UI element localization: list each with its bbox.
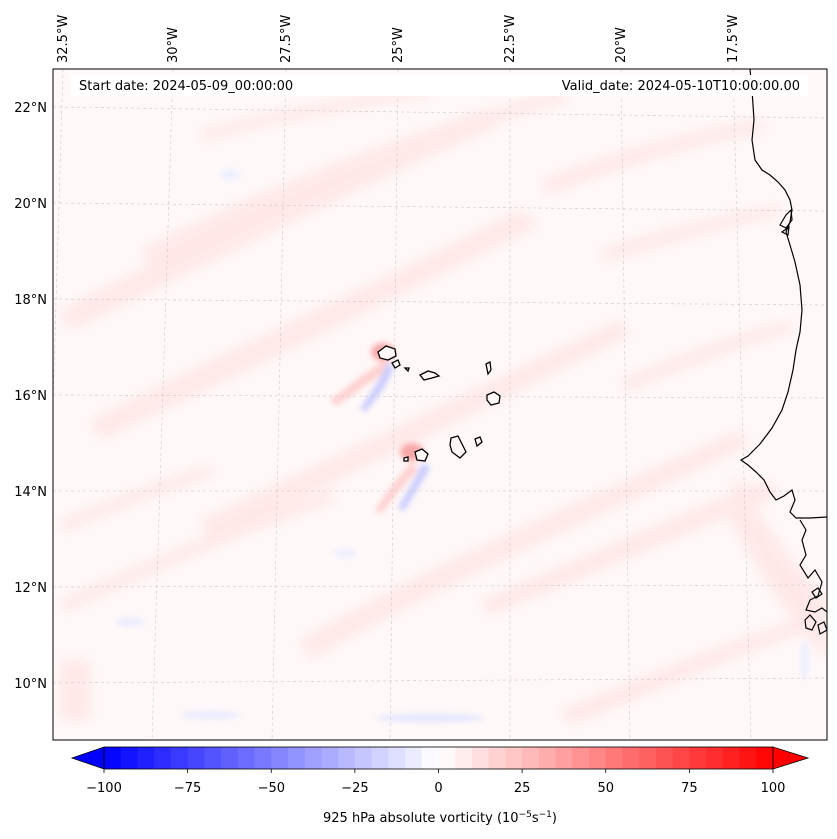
- cb-tick-label: 100: [761, 781, 786, 796]
- maio-island: [474, 436, 483, 448]
- sao-nicolau-island: [418, 370, 441, 381]
- colorbar-segment: [455, 747, 473, 769]
- valid-date-label: Valid_date: 2024-05-10T10:00:00.00: [562, 79, 800, 94]
- info-banner: [71, 75, 808, 96]
- colorbar-segment: [421, 747, 439, 769]
- map-frame: [52, 68, 828, 741]
- latitude-labels: 22°N 20°N 18°N 16°N 14°N 12°N 10°N: [14, 101, 47, 692]
- santa-luzia-island: [403, 367, 410, 373]
- colorbar-segment: [672, 747, 690, 769]
- lat-label-18n: 18°N: [14, 293, 47, 308]
- sal-island: [485, 361, 492, 376]
- colorbar-segment: [120, 747, 138, 769]
- cb-tick-label: 50: [598, 781, 615, 796]
- lon-label-32-5w: 32.5°W: [56, 15, 71, 63]
- colorbar-segment: [589, 747, 607, 769]
- lon-label-30w: 30°W: [166, 27, 181, 63]
- colorbar-segment: [689, 747, 707, 769]
- lon-label-20w: 20°W: [614, 27, 629, 63]
- colorbar-segment: [154, 747, 172, 769]
- colorbar-segment: [655, 747, 674, 769]
- colorbar-segment: [522, 747, 540, 769]
- colorbar-segment: [622, 747, 640, 769]
- lat-label-12n: 12°N: [14, 581, 47, 596]
- colorbar-segments: [104, 747, 774, 769]
- colorbar-segment: [756, 747, 774, 769]
- gridlines: [53, 69, 827, 740]
- colorbar-segment: [304, 747, 322, 769]
- colorbar-ticks: [103, 769, 774, 773]
- colorbar-segment: [739, 747, 757, 769]
- colorbar-segment: [221, 747, 239, 769]
- lon-label-22-5w: 22.5°W: [503, 15, 518, 63]
- colorbar-segment: [321, 747, 339, 769]
- colorbar-extend-min: [70, 746, 105, 770]
- colorbar-title: 925 hPa absolute vorticity (10−5s−1): [323, 810, 557, 826]
- colorbar-segment: [104, 747, 122, 769]
- colorbar-segment: [555, 747, 573, 769]
- colorbar-segment: [438, 747, 456, 769]
- cb-tick-label: −75: [174, 781, 201, 796]
- colorbar-segment: [488, 747, 506, 769]
- lat-label-22n: 22°N: [14, 101, 47, 116]
- brava-island: [403, 456, 409, 462]
- colorbar-segment: [605, 747, 623, 769]
- cb-tick-label: −25: [341, 781, 368, 796]
- lat-label-20n: 20°N: [14, 197, 47, 212]
- longitude-labels: 32.5°W 30°W 27.5°W 25°W 22.5°W 20°W 17.5…: [56, 15, 741, 63]
- map-background: [53, 69, 827, 740]
- colorbar-segment: [287, 747, 306, 769]
- colorbar-segment: [706, 747, 724, 769]
- colorbar-segment: [204, 747, 222, 769]
- lon-label-25w: 25°W: [391, 27, 406, 63]
- sao-vicente-island: [391, 359, 401, 369]
- cape-verde-islands: [377, 345, 501, 462]
- colorbar-segment: [271, 747, 289, 769]
- colorbar-segment: [538, 747, 556, 769]
- colorbar-segment: [354, 747, 373, 769]
- start-date-label: Start date: 2024-05-09_00:00:00: [79, 79, 293, 94]
- santo-antao-island: [377, 345, 397, 361]
- colorbar-segment: [471, 747, 490, 769]
- colorbar-segment: [371, 747, 389, 769]
- colorbar-segment: [338, 747, 356, 769]
- colorbar-segment: [405, 747, 423, 769]
- colorbar-segment: [254, 747, 272, 769]
- cb-tick-label: −100: [86, 781, 122, 796]
- coastlines: [739, 69, 827, 635]
- vorticity-field: [60, 85, 827, 725]
- santiago-island: [449, 435, 467, 459]
- colorbar-segment: [572, 747, 590, 769]
- boa-vista-island: [486, 391, 501, 406]
- colorbar-segment: [639, 747, 657, 769]
- lon-label-27-5w: 27.5°W: [279, 15, 294, 63]
- colorbar-segment: [722, 747, 740, 769]
- cb-tick-label: 75: [681, 781, 698, 796]
- colorbar-segment: [137, 747, 155, 769]
- lat-label-16n: 16°N: [14, 389, 47, 404]
- colorbar-tick-labels: −100 −75 −50 −25 0 25 50 75 100: [86, 781, 785, 796]
- lat-label-14n: 14°N: [14, 485, 47, 500]
- cb-tick-label: 0: [434, 781, 442, 796]
- colorbar-segment: [187, 747, 205, 769]
- lon-label-17-5w: 17.5°W: [726, 15, 741, 63]
- colorbar-segment: [388, 747, 406, 769]
- fogo-island: [414, 448, 429, 462]
- colorbar: −100 −75 −50 −25 0 25 50 75 100 925 hPa …: [70, 746, 810, 826]
- colorbar-segment: [505, 747, 523, 769]
- africa-coastline: [739, 69, 827, 519]
- cb-tick-label: 25: [514, 781, 531, 796]
- colorbar-segment: [170, 747, 189, 769]
- lat-label-10n: 10°N: [14, 677, 47, 692]
- colorbar-extend-max: [772, 746, 810, 770]
- cb-tick-label: −50: [258, 781, 285, 796]
- colorbar-segment: [237, 747, 255, 769]
